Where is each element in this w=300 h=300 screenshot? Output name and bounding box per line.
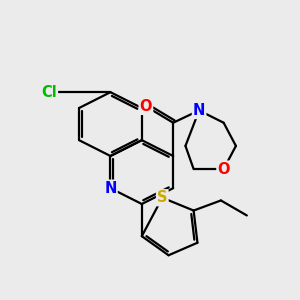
Text: S: S xyxy=(157,190,167,205)
Text: Cl: Cl xyxy=(41,85,57,100)
Text: O: O xyxy=(218,162,230,177)
Text: O: O xyxy=(140,99,152,114)
Text: N: N xyxy=(193,103,205,118)
Text: N: N xyxy=(104,181,117,196)
